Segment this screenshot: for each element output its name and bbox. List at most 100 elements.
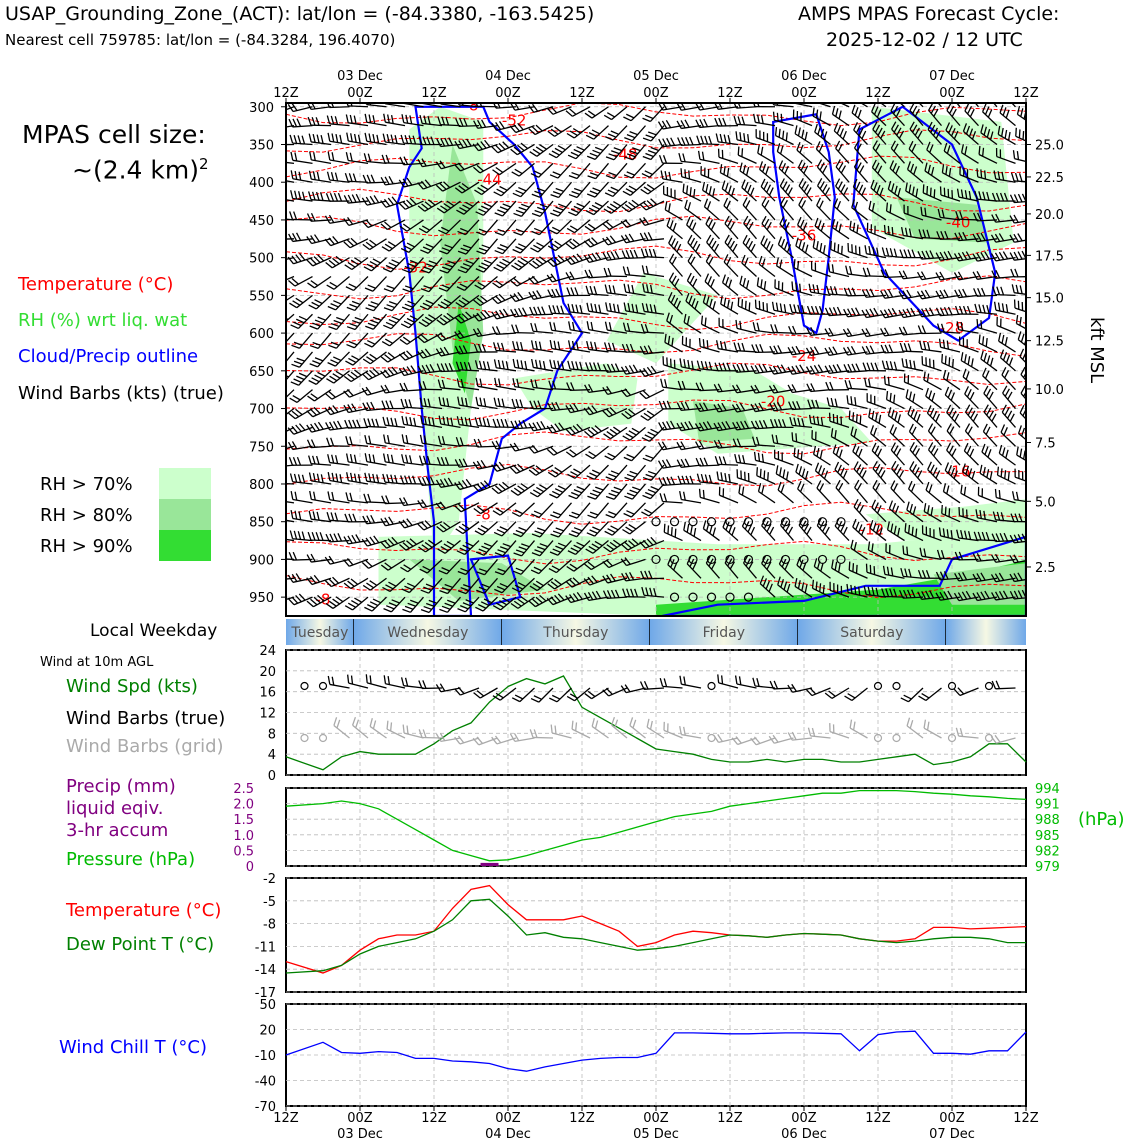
wind-barb [687,253,702,277]
wind-barb [401,114,424,127]
wind-barb [887,407,905,428]
wind-barb [639,389,665,400]
wind-barb [996,466,1016,485]
bottom-hour-label: 12Z [717,1111,743,1126]
surface-wind-barb [383,675,406,689]
wind-barb [475,396,498,410]
wind-barb [960,352,979,372]
wind-barbs-true-label: Wind Barbs (true) [66,708,226,729]
wind-barb [639,536,665,549]
wind-barb [364,472,387,485]
wind-barb [753,451,776,466]
wind-barb [324,576,350,588]
wind-barb [700,166,720,183]
wind-barb [529,483,554,498]
wind-barb [549,219,572,235]
wind-barb [400,238,424,253]
surface-wind-barb [365,674,387,689]
pressure-tick-label: 350 [249,138,274,153]
wind-barb [286,351,295,368]
bottom-hour-label: 12Z [421,1111,447,1126]
wind-barb [584,219,609,232]
bottom-date-label: 06 Dec [781,1127,827,1140]
wind-barb [639,365,665,377]
windchill-tick-label: -70 [255,1100,276,1115]
wind-barb [713,439,739,449]
wind-barb [815,141,831,164]
wind-barb [531,181,554,198]
wind-barb [401,577,424,594]
wind-barb [364,113,387,127]
wind-barb [954,305,979,315]
wind-barb [345,436,369,447]
wind-barb [345,351,369,366]
wind-barb [621,571,646,582]
top-date-label: 03 Dec [337,69,383,84]
wind-barb [308,170,332,183]
kft-tick-label: 10.0 [1035,383,1064,398]
wind-barb [620,364,646,375]
wind-barb [438,558,461,575]
weekday-label: Thursday [542,625,608,641]
wind-barb [791,432,813,447]
wind-barb [604,321,628,334]
wind-barb [401,434,424,447]
wind-barb [605,125,628,141]
top-date-label: 05 Dec [633,69,679,84]
kft-tick-label: 5.0 [1035,495,1056,510]
surface-wind-barb-grid [386,720,406,739]
wind-barb [512,340,535,353]
weekday-label: Wednesday [387,625,468,641]
wind-barb [779,216,794,240]
pressure-tick-label: 450 [249,214,274,229]
wind-barb [436,456,461,466]
page-title: USAP_Grounding_Zone_(ACT): lat/lon = (-8… [5,3,595,25]
wind-barb [890,140,905,164]
windchill-tick-label: -40 [255,1075,276,1090]
wind-barb [705,216,720,240]
wind-barb [861,328,887,338]
weekday-band [286,619,354,645]
wind-barb [641,502,665,517]
wind-barb [286,475,295,485]
wind-barb [965,103,979,108]
wind-barb [700,315,720,334]
wind-barb [529,400,554,410]
wind-10m-label: Wind at 10m AGL [40,655,154,670]
wind-barb [812,239,831,259]
wind-barb [702,181,720,202]
wind-barb [382,133,406,146]
wind-barb [866,393,887,410]
wind-barb [694,421,720,432]
wind-barb [1009,554,1026,564]
wind-barb [695,382,720,392]
wind-barb [936,230,961,240]
wind-barb [291,351,313,368]
wind-barb [345,276,369,292]
wind-barb [306,103,332,111]
wind-barb [364,453,387,466]
wind-barb [603,426,628,440]
temperature-line [285,884,1027,974]
top-hour-label: 12Z [273,86,299,101]
wind-barb [704,273,720,296]
wind-barb [757,144,776,164]
wind-barb [381,332,406,347]
wind-barb [286,178,295,183]
wind-barb [289,389,313,403]
wind-barb [724,234,739,259]
wind-barb [718,486,739,504]
surface-wind-barb [620,684,646,694]
surface-wind-barb [639,681,665,690]
wind-barb [362,238,387,251]
temperature-contour [286,306,1026,331]
wind-barb [549,483,572,499]
wind-barb [845,265,868,278]
wind-barb [639,231,665,242]
wind-barb [624,483,646,500]
wind-barb [919,547,942,561]
wind-barb [472,139,498,152]
wind-barb [789,416,813,429]
wind-barb [797,159,813,183]
wind-barb [667,556,683,579]
